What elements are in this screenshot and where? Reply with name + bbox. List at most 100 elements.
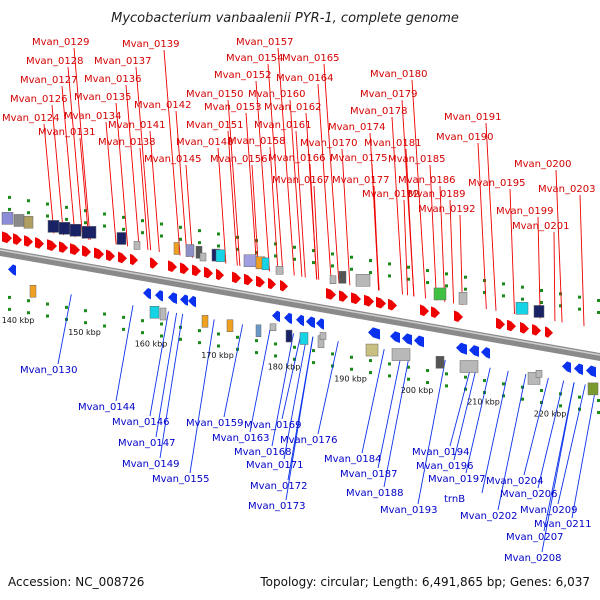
scale-tick	[293, 345, 296, 349]
reverse-leader-line	[537, 380, 565, 489]
scale-tick	[350, 255, 353, 259]
reverse-leader-line	[115, 305, 134, 402]
reverse-leader-line	[541, 382, 575, 553]
scale-tick	[331, 352, 334, 356]
reverse-leader-line	[57, 294, 72, 365]
reverse-gene-label: Mvan_0146	[112, 417, 169, 428]
forward-feature-box	[47, 220, 60, 233]
forward-gene-label: Mvan_0135	[74, 92, 131, 103]
forward-gene-label: Mvan_0157	[236, 37, 293, 48]
scale-tick	[84, 209, 87, 213]
forward-leader-line	[269, 146, 279, 273]
forward-gene-label: Mvan_0126	[10, 94, 67, 105]
forward-feature-box	[116, 232, 127, 245]
forward-gene-label: Mvan_0128	[26, 56, 83, 67]
forward-feature-box	[329, 275, 337, 284]
forward-feature-box	[275, 266, 284, 275]
forward-feature-box	[69, 224, 82, 237]
forward-gene-arrow	[364, 294, 374, 307]
forward-leader-line	[391, 116, 403, 295]
reverse-gene-label: Mvan_0155	[152, 474, 209, 485]
forward-gene-label: Mvan_0178	[350, 106, 407, 117]
scale-tick	[312, 361, 315, 365]
forward-gene-label: Mvan_0127	[20, 75, 77, 86]
scale-tick	[255, 339, 258, 343]
forward-gene-label: Mvan_0145	[144, 154, 201, 165]
forward-gene-arrow	[47, 239, 57, 251]
forward-gene-arrow	[13, 233, 22, 245]
reverse-gene-label: Mvan_0208	[504, 553, 561, 564]
forward-leader-line	[411, 79, 427, 299]
forward-gene-label: Mvan_0154	[226, 53, 283, 64]
forward-feature-box	[215, 249, 226, 263]
forward-gene-label: Mvan_0186	[398, 175, 455, 186]
forward-leader-line	[105, 121, 117, 245]
reverse-gene-label: Mvan_0173	[248, 501, 305, 512]
reverse-gene-label: Mvan_0168	[234, 447, 291, 458]
reverse-gene-label: Mvan_0202	[460, 511, 517, 522]
reverse-gene-label: Mvan_0204	[486, 476, 543, 487]
forward-leader-line	[227, 99, 241, 267]
forward-leader-line	[459, 214, 463, 305]
reverse-leader-line	[557, 384, 586, 505]
forward-gene-label: Mvan_0167	[272, 175, 329, 186]
forward-leader-line	[115, 102, 129, 247]
reverse-gene-label: Mvan_0130	[20, 365, 77, 376]
scale-tick	[274, 254, 277, 258]
forward-leader-line	[227, 130, 238, 266]
scale-tick	[369, 371, 372, 375]
feature-tracks	[1, 212, 599, 396]
forward-gene-arrow	[520, 322, 529, 334]
scale-labels: 140 kbp 150 kbp 160 kbp 170 kbp 180 kbp 190 k…	[2, 316, 567, 418]
scale-tick	[312, 249, 315, 253]
forward-gene-label: Mvan_0199	[496, 206, 553, 217]
reverse-leader-line	[523, 377, 549, 476]
reverse-feature-box	[299, 332, 309, 345]
scale-tick	[350, 367, 353, 371]
forward-gene-label: Mvan_0153	[204, 102, 261, 113]
forward-leader-line	[477, 142, 487, 310]
scale-tick	[217, 344, 220, 348]
scale-tick-label: 170 kbp	[201, 351, 234, 360]
reverse-feature-box	[269, 323, 277, 331]
reverse-feature-box	[535, 370, 543, 378]
scale-tick	[597, 310, 600, 314]
reverse-gene-label: Mvan_0184	[324, 454, 381, 465]
reverse-gene-label: Mvan_0172	[250, 481, 307, 492]
forward-gene-arrow	[507, 319, 516, 332]
scale-tick	[426, 281, 429, 285]
scale-tick	[65, 205, 68, 209]
scale-tick	[521, 285, 524, 289]
forward-feature-box	[13, 214, 25, 227]
scale-tick	[578, 395, 581, 399]
forward-gene-label: Mvan_0175	[330, 153, 387, 164]
forward-leader-line	[295, 130, 306, 278]
scale-tick	[597, 298, 600, 302]
forward-leader-line	[267, 63, 284, 274]
scale-tick	[559, 404, 562, 408]
reverse-leader-line	[481, 370, 509, 494]
forward-gene-label: Mvan_0152	[214, 70, 271, 81]
forward-leader-line	[309, 163, 318, 280]
forward-feature-box	[23, 215, 34, 229]
reverse-gene-label: Mvan_0188	[346, 488, 403, 499]
scale-tick	[445, 372, 448, 376]
scale-tick-label: 160 kbp	[135, 339, 168, 348]
forward-gene-label: Mvan_0164	[276, 73, 333, 84]
forward-leader-line	[185, 164, 193, 258]
scale-tick	[160, 222, 163, 226]
forward-gene-arrow	[180, 262, 189, 275]
reverse-feature-box	[201, 315, 209, 328]
forward-gene-label: Mvan_0158	[228, 136, 285, 147]
scale-tick	[179, 337, 182, 341]
forward-gene-label: Mvan_0142	[134, 100, 191, 111]
scale-tick	[540, 289, 543, 292]
scale-tick	[141, 319, 144, 323]
scale-tick	[597, 398, 600, 402]
forward-leader-line	[341, 148, 351, 286]
scale-tick	[312, 349, 315, 353]
forward-feature-box	[355, 274, 371, 287]
scale-tick	[388, 374, 391, 378]
reverse-gene-label: Mvan_0193	[380, 505, 437, 516]
forward-leader-line	[67, 66, 84, 239]
